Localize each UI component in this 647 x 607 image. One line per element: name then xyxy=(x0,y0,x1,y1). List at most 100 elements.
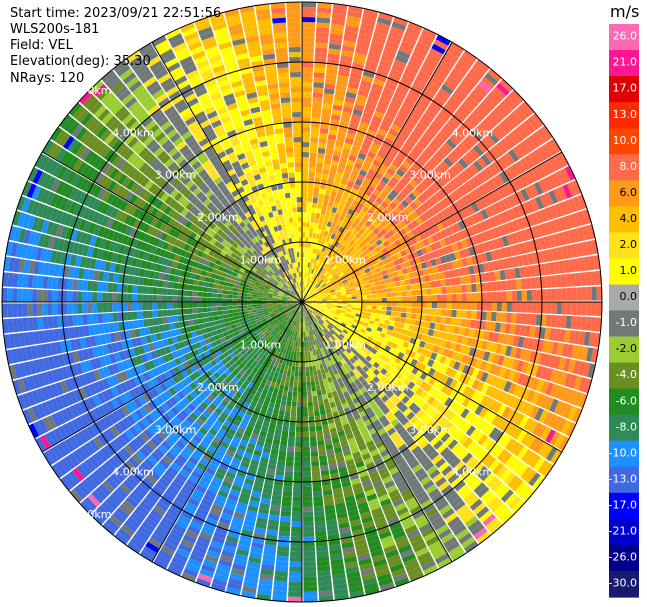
velocity-gate xyxy=(302,421,309,427)
velocity-gate xyxy=(394,155,405,164)
velocity-gate xyxy=(303,541,315,547)
velocity-gate xyxy=(285,466,294,472)
velocity-gate xyxy=(302,182,308,188)
velocity-gate xyxy=(460,276,466,285)
velocity-gate xyxy=(441,294,447,302)
velocity-gate xyxy=(376,289,382,294)
velocity-gate xyxy=(369,231,376,239)
velocity-gate xyxy=(410,210,419,220)
velocity-gate xyxy=(309,291,314,296)
velocity-gate xyxy=(436,302,442,309)
velocity-gate xyxy=(482,118,495,131)
velocity-gate xyxy=(314,515,325,522)
velocity-gate xyxy=(523,119,536,134)
velocity-gate xyxy=(443,123,455,134)
velocity-gate xyxy=(521,101,535,116)
velocity-gate xyxy=(308,356,312,362)
velocity-gate xyxy=(390,287,397,293)
velocity-gate xyxy=(306,257,309,263)
velocity-gate xyxy=(429,76,443,88)
velocity-gate xyxy=(356,292,362,296)
velocity-gate xyxy=(305,295,311,299)
velocity-gate xyxy=(399,78,413,88)
velocity-gate xyxy=(356,295,362,299)
velocity-gate xyxy=(498,121,511,135)
velocity-gate xyxy=(329,195,336,202)
velocity-gate xyxy=(351,296,357,300)
velocity-gate xyxy=(289,376,295,382)
velocity-gate xyxy=(307,272,310,278)
velocity-gate xyxy=(313,227,318,234)
velocity-gate xyxy=(402,233,410,242)
velocity-gate xyxy=(324,258,329,265)
velocity-gate xyxy=(431,205,440,215)
velocity-gate xyxy=(310,456,319,462)
velocity-gate xyxy=(338,226,345,233)
velocity-gate xyxy=(411,83,424,94)
velocity-gate xyxy=(389,320,395,327)
velocity-gate xyxy=(356,298,362,302)
velocity-gate xyxy=(305,267,308,273)
velocity-gate xyxy=(279,525,291,532)
velocity-gate xyxy=(360,261,367,267)
velocity-gate xyxy=(516,302,522,313)
velocity-gate xyxy=(416,140,427,150)
velocity-gate xyxy=(516,143,528,157)
velocity-gate xyxy=(372,176,381,185)
velocity-gate xyxy=(315,233,320,240)
velocity-gate xyxy=(316,27,330,34)
velocity-gate xyxy=(323,277,328,282)
velocity-gate xyxy=(375,184,384,193)
velocity-gate xyxy=(325,184,333,191)
velocity-gate xyxy=(451,67,466,79)
velocity-gate xyxy=(344,201,352,209)
velocity-gate xyxy=(393,206,402,215)
velocity-gate xyxy=(284,471,294,477)
velocity-gate xyxy=(337,249,343,256)
velocity-gate xyxy=(313,500,324,507)
velocity-gate xyxy=(354,162,363,170)
velocity-gate xyxy=(447,46,462,58)
velocity-gate xyxy=(344,264,351,270)
velocity-gate xyxy=(371,290,377,295)
velocity-gate xyxy=(546,288,552,301)
velocity-gate xyxy=(310,446,318,452)
velocity-gate xyxy=(384,82,397,92)
velocity-gate xyxy=(446,119,459,131)
velocity-gate xyxy=(314,270,318,276)
velocity-gate xyxy=(471,175,482,187)
velocity-gate xyxy=(346,180,355,188)
velocity-gate xyxy=(311,263,315,269)
velocity-gate xyxy=(303,292,305,298)
velocity-gate xyxy=(325,210,331,217)
velocity-gate xyxy=(306,252,310,258)
velocity-gate xyxy=(424,57,439,68)
velocity-gate xyxy=(401,160,412,170)
velocity-gate xyxy=(280,379,286,386)
velocity-gate xyxy=(323,264,329,270)
velocity-gate xyxy=(389,146,400,155)
velocity-gate xyxy=(302,396,308,402)
velocity-gate xyxy=(305,222,310,228)
velocity-gate xyxy=(556,288,562,301)
velocity-gate xyxy=(298,371,302,377)
velocity-gate xyxy=(303,511,314,517)
velocity-gate xyxy=(323,285,328,290)
velocity-gate xyxy=(292,506,302,512)
velocity-gate xyxy=(289,561,302,567)
velocity-gate xyxy=(356,254,363,261)
velocity-gate xyxy=(366,305,372,309)
velocity-gate xyxy=(370,313,377,318)
velocity-gate xyxy=(340,152,350,160)
velocity-gate xyxy=(351,307,357,311)
velocity-gate xyxy=(311,461,320,467)
velocity-gate xyxy=(318,288,324,292)
velocity-gate xyxy=(330,165,338,172)
velocity-gate xyxy=(361,205,370,213)
velocity-gate xyxy=(314,520,326,527)
velocity-gate xyxy=(381,310,387,315)
velocity-gate xyxy=(501,312,507,323)
velocity-gate xyxy=(402,208,411,217)
velocity-gate xyxy=(279,520,291,527)
velocity-gate xyxy=(374,73,387,83)
